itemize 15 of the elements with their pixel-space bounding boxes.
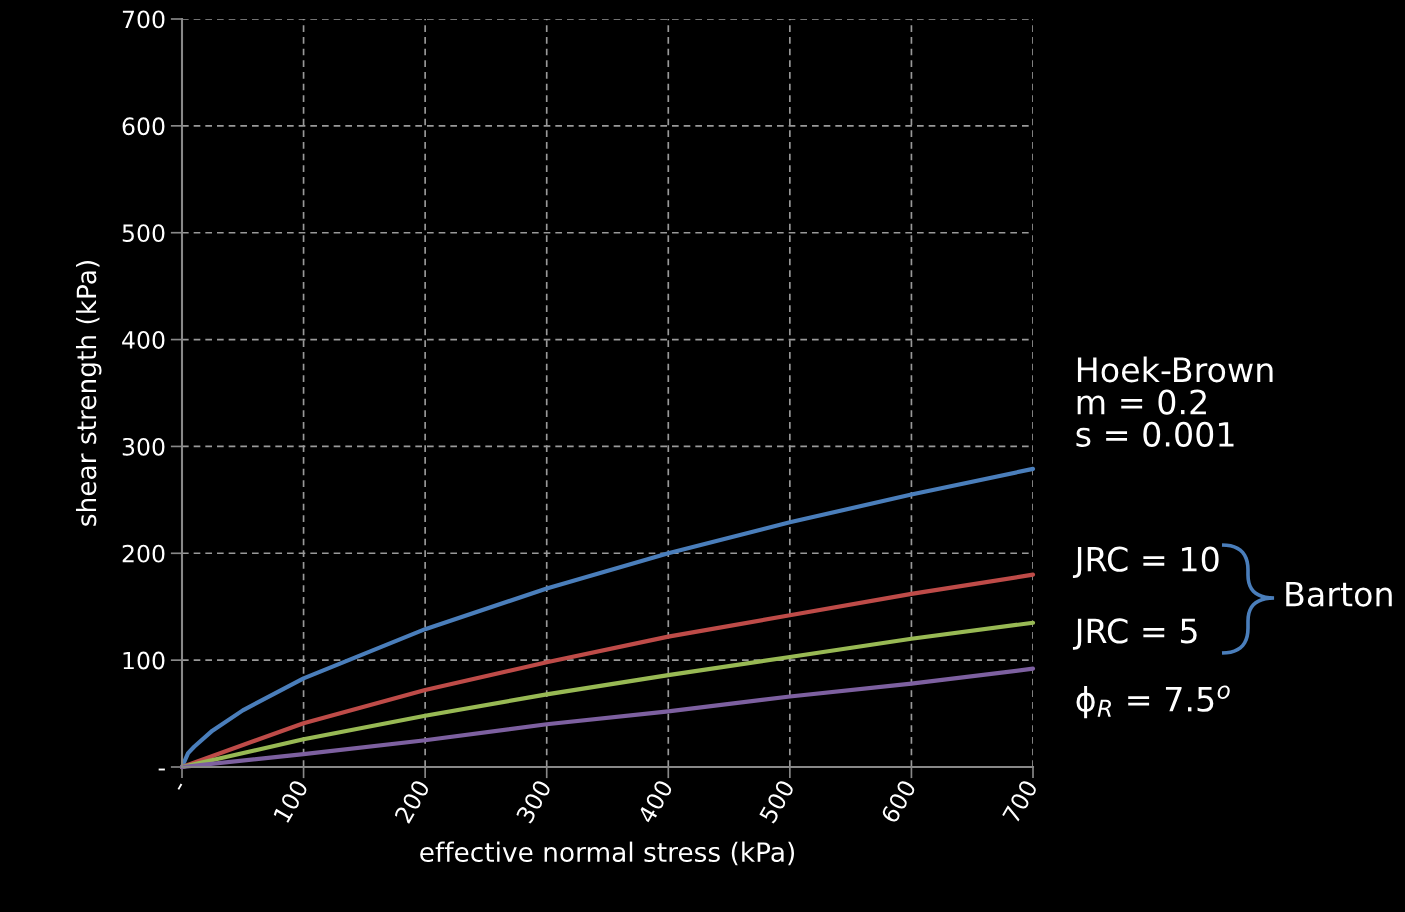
y-tick-label: 200 — [122, 544, 165, 563]
y-tick-label: 400 — [122, 331, 165, 349]
y-tick-label: 500 — [122, 224, 165, 243]
y-axis-title: shear strength (kPa) — [75, 261, 102, 526]
series-label: ϕ$_{R}$ = 7.5$^{o}$ — [1076, 685, 1230, 719]
series-label: JRC = 5 — [1072, 618, 1197, 650]
series-label: Hoek-Brown m = 0.2 s = 0.001 — [1076, 356, 1273, 447]
series-label: JRC = 10 — [1072, 546, 1219, 579]
x-axis-title: effective normal stress (kPa) — [420, 841, 795, 866]
y-tick-label: 600 — [122, 117, 165, 136]
y-tick-label: 700 — [122, 10, 165, 29]
text: Barton — [1286, 581, 1392, 607]
y-tick-label: 300 — [122, 437, 165, 456]
y-tick-label: - — [158, 768, 165, 771]
y-tick-label: 100 — [123, 651, 165, 670]
